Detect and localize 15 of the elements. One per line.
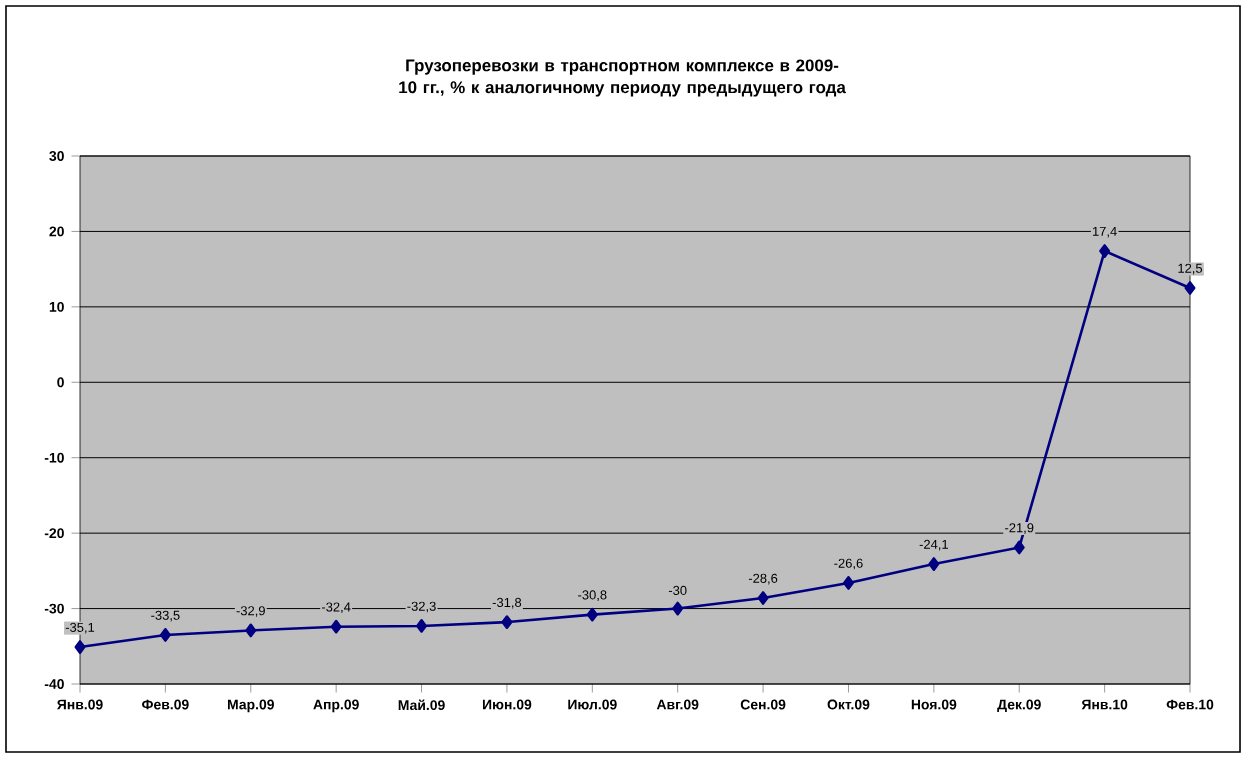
point [842,576,854,590]
point [928,557,940,571]
point [330,619,342,634]
point [74,640,86,654]
point [672,601,684,616]
point [1184,281,1196,295]
chart-title: Грузоперевозки в транспортном комплексе в 2009-10 гг., % к аналогичному периоду предыдущего года [399,59,846,97]
point [501,615,513,630]
point [245,623,257,638]
point [1099,244,1111,258]
point [1013,540,1025,555]
point [416,619,428,633]
point [757,591,769,605]
point [586,607,598,622]
point [159,628,171,642]
